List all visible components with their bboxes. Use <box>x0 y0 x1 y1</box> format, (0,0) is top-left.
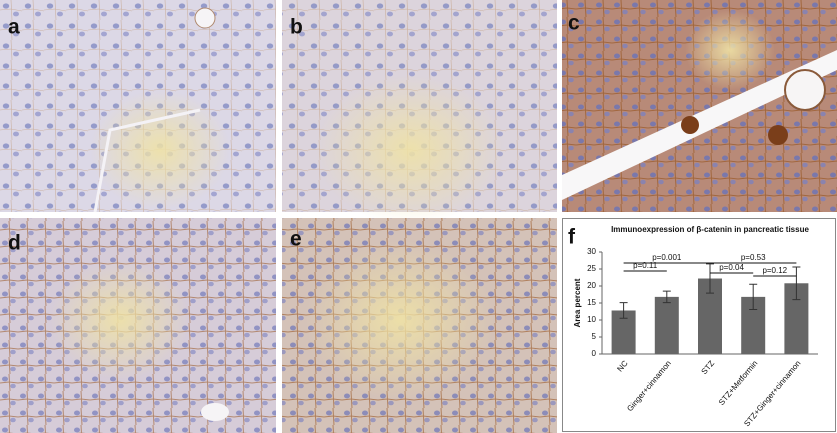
p-value: p=0.04 <box>719 263 744 272</box>
bar <box>654 296 679 354</box>
p-value: p=0.11 <box>633 261 658 270</box>
panel-label: f <box>568 226 576 249</box>
p-value: p=0.53 <box>741 253 766 262</box>
panel-label: e <box>290 228 302 251</box>
micrograph <box>282 218 557 433</box>
error-bar <box>706 263 714 294</box>
micrograph <box>562 0 837 212</box>
error-bar <box>749 283 758 310</box>
error-bar <box>619 302 628 319</box>
micrograph <box>0 218 276 433</box>
panel-label: d <box>8 232 21 255</box>
y-axis-label: Area percent <box>573 278 582 327</box>
panel-label: a <box>8 16 20 39</box>
y-tick-label: 0 <box>592 349 597 358</box>
panel-label: c <box>568 12 580 35</box>
p-value: p=0.12 <box>762 266 787 275</box>
panel-label: b <box>290 16 303 39</box>
chart-title: Immunoexpression of β-catenin in pancrea… <box>611 225 809 234</box>
y-tick-label: 30 <box>587 247 596 256</box>
error-bar <box>662 290 671 304</box>
y-tick-label: 25 <box>587 264 596 273</box>
error-bar <box>792 266 801 301</box>
micrograph <box>282 0 557 225</box>
y-tick-label: 20 <box>587 281 596 290</box>
y-tick-label: 5 <box>592 332 597 341</box>
p-value: p=0.001 <box>652 253 682 262</box>
micrograph <box>0 0 276 213</box>
y-tick-label: 10 <box>587 315 596 324</box>
y-tick-label: 15 <box>587 298 596 307</box>
